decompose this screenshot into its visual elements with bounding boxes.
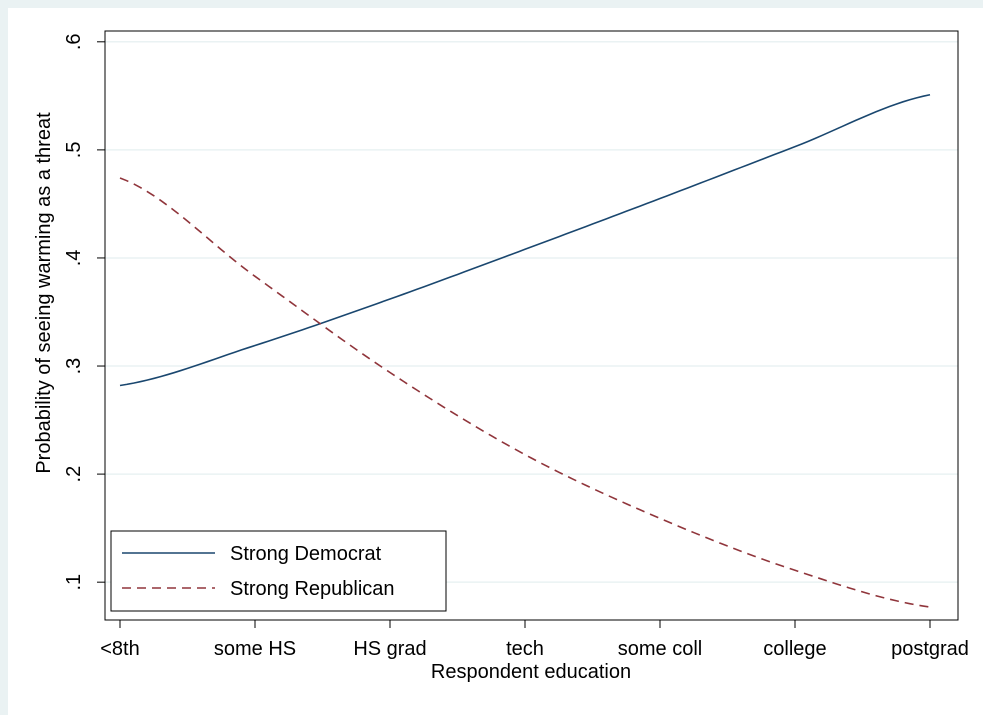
x-tick-label: some coll — [618, 638, 702, 660]
legend: Strong Democrat Strong Republican — [110, 530, 447, 612]
y-tick-label: .1 — [63, 574, 85, 591]
axes: .1 .2 .3 .4 .5 .6 <8th some HS HS grad tech some c… — [63, 33, 969, 660]
x-tick-label: some HS — [214, 638, 296, 660]
x-tick-label: <8th — [100, 638, 139, 660]
series-lines — [119, 93, 931, 608]
x-axis-label: Respondent education — [431, 661, 631, 683]
plot-area — [104, 30, 959, 621]
y-axis-label: Probability of seeing warming as a threa… — [33, 112, 55, 474]
legend-box — [110, 530, 447, 612]
x-tick-label: HS grad — [353, 638, 426, 660]
legend-label: Strong Democrat — [230, 543, 382, 565]
y-tick-label: .4 — [63, 250, 85, 267]
series-line-strong-democrat — [119, 93, 931, 387]
legend-label: Strong Republican — [230, 578, 395, 600]
y-tick-label: .3 — [63, 358, 85, 375]
x-tick-label: tech — [506, 638, 544, 660]
y-tick-label: .5 — [63, 142, 85, 159]
series-line-strong-republican — [119, 177, 931, 608]
y-tick-label: .6 — [63, 33, 85, 50]
x-tick-label: college — [763, 638, 826, 660]
y-tick-label: .2 — [63, 466, 85, 483]
x-tick-label: postgrad — [891, 638, 969, 660]
